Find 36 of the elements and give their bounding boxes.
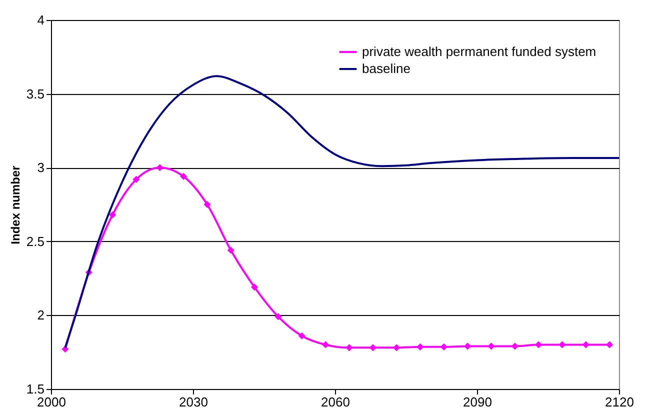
point — [488, 342, 495, 350]
legend-label: private wealth permanent funded system — [362, 44, 596, 59]
point — [369, 344, 376, 352]
x-tick-label: 2090 — [463, 394, 492, 410]
x-tick-label: 2120 — [605, 394, 634, 410]
point — [440, 343, 448, 350]
x-tick-label: 2000 — [37, 394, 66, 410]
point — [250, 284, 258, 291]
point — [156, 164, 164, 172]
point — [322, 341, 330, 348]
point — [511, 342, 518, 350]
point — [274, 313, 282, 320]
point — [298, 332, 306, 340]
point — [204, 200, 211, 208]
point — [534, 341, 542, 348]
point — [132, 176, 140, 183]
y-tick-label: 2.5 — [26, 234, 44, 249]
point — [606, 341, 614, 348]
y-tick-label: 1.5 — [26, 382, 44, 396]
y-tick-label: 2 — [37, 308, 44, 323]
point — [392, 344, 400, 352]
point — [180, 172, 188, 180]
y-axis-title: Index number — [8, 165, 22, 244]
point — [227, 246, 234, 254]
x-tick-label: 2060 — [321, 394, 350, 410]
point — [346, 344, 353, 352]
y-tick-label: 3 — [37, 160, 44, 176]
point — [416, 343, 424, 350]
point — [108, 211, 116, 218]
point — [582, 341, 590, 348]
legend-label: baseline — [362, 61, 410, 76]
x-tick-label: 2030 — [179, 394, 208, 410]
y-tick-label: 3.5 — [26, 86, 44, 102]
y-tick-label: 4 — [37, 12, 44, 28]
point — [464, 342, 472, 350]
point — [558, 341, 566, 348]
